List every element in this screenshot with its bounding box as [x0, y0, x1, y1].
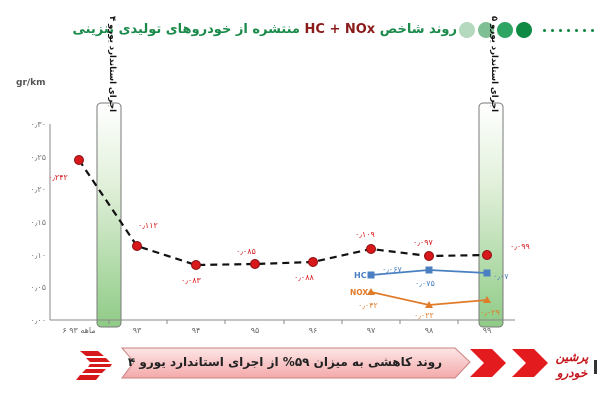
svg-text:۰٫۰۲۹: ۰٫۰۲۹ [480, 308, 500, 317]
euro4-band [96, 102, 122, 328]
svg-text:۰٫۰۵: ۰٫۰۵ [31, 283, 47, 292]
x-axis [50, 319, 515, 324]
dot-icon [516, 22, 532, 38]
svg-text:۰٫۰۸۳: ۰٫۰۸۳ [181, 276, 201, 285]
svg-text:۰٫۰۸۸: ۰٫۰۸۸ [294, 273, 314, 282]
persian-khodro-logo: پرشین خودرو [555, 350, 597, 381]
svg-text:۰٫۰۹۷: ۰٫۰۹۷ [413, 238, 433, 247]
nox-value-labels: ۰٫۰۴۲ ۰٫۰۲۲ ۰٫۰۲۹ [358, 301, 500, 320]
svg-text:۹۶: ۹۶ [309, 326, 318, 335]
svg-text:خودرو: خودرو [555, 366, 588, 381]
svg-text:۰٫۳۰: ۰٫۳۰ [31, 120, 47, 129]
hc-markers [367, 266, 491, 279]
nox-legend-label: NOX [350, 288, 368, 297]
hcnox-line [78, 159, 488, 267]
striped-chevron-icon [76, 351, 112, 380]
summary-banner-text: روند کاهشی به میزان ۵۹% از اجرای استاندا… [127, 355, 443, 369]
hc-legend-label: HC [354, 271, 367, 280]
dot-icon [497, 22, 513, 38]
svg-text:پرشین: پرشین [556, 350, 589, 365]
svg-text:۰٫۰۹۹: ۰٫۰۹۹ [510, 242, 530, 251]
dot-icon [478, 22, 494, 38]
svg-text:۶ ماهه ۹۳: ۶ ماهه ۹۳ [62, 326, 95, 335]
hc-value-labels: ۰٫۰۶۷ ۰٫۰۷۵ ۰٫۰۷ [382, 265, 509, 288]
svg-text:۹۳: ۹۳ [133, 326, 142, 335]
svg-text:۰٫۱۱۲: ۰٫۱۱۲ [138, 221, 158, 230]
title-prefix: روند شاخص [379, 22, 457, 37]
euro4-label: اجرای استاندارد یورو ۴ [107, 16, 117, 112]
svg-text:۹۹: ۹۹ [483, 326, 492, 335]
svg-text:۰٫۲۰: ۰٫۲۰ [31, 185, 47, 194]
svg-text:۰٫۰۷: ۰٫۰۷ [493, 272, 509, 281]
svg-text:۰٫۰۷۵: ۰٫۰۷۵ [415, 279, 435, 288]
svg-text:۹۴: ۹۴ [192, 326, 201, 335]
x-tick-labels: ۶ ماهه ۹۳ ۹۳ ۹۴ ۹۵ ۹۶ ۹۷ ۹۸ ۹۹ [62, 326, 491, 335]
summary-banner [120, 347, 471, 379]
y-axis-unit: gr/km [16, 78, 46, 88]
y-tick-labels: ۰٫۳۰ ۰٫۲۵ ۰٫۲۰ ۰٫۱۵ ۰٫۱۰ ۰٫۰۵ ۰٫۰۰ [31, 120, 47, 325]
svg-text:۰٫۱۵: ۰٫۱۵ [31, 218, 47, 227]
svg-text:۹۵: ۹۵ [251, 326, 260, 335]
euro5-band [478, 102, 504, 328]
dot-icon [459, 22, 475, 38]
svg-text:۰٫۱۰: ۰٫۱۰ [31, 251, 47, 260]
decorative-dots [459, 22, 594, 38]
svg-text:۰٫۰۴۲: ۰٫۰۴۲ [358, 301, 378, 310]
svg-text:۰٫۱۰۹: ۰٫۱۰۹ [355, 230, 375, 239]
svg-text:۹۷: ۹۷ [367, 326, 376, 335]
svg-text:۰٫۰۰: ۰٫۰۰ [31, 316, 47, 325]
title-suffix: منتشره از خودروهای تولیدی بنزینی [72, 22, 300, 37]
red-chevrons-icon [470, 349, 548, 377]
svg-text:۰٫۲۵: ۰٫۲۵ [31, 153, 47, 162]
svg-text:۹۸: ۹۸ [425, 326, 434, 335]
nox-markers [367, 288, 491, 308]
page-title: روند شاخص HC + NOx منتشره از خودروهای تو… [72, 22, 457, 37]
hcnox-markers [74, 155, 492, 270]
svg-text:۰٫۰۲۲: ۰٫۰۲۲ [414, 311, 434, 320]
title-highlight: HC + NOx [304, 22, 376, 37]
svg-text:۰٫۰۶۷: ۰٫۰۶۷ [382, 265, 402, 274]
dotted-line [538, 28, 594, 32]
svg-text:۰٫۲۴۲: ۰٫۲۴۲ [48, 173, 68, 182]
svg-text:۰٫۰۸۵: ۰٫۰۸۵ [236, 247, 256, 256]
euro5-label: اجرای استاندارد یورو ۵ [489, 16, 499, 112]
hcnox-value-labels: ۰٫۲۴۲ ۰٫۱۱۲ ۰٫۰۸۳ ۰٫۰۸۵ ۰٫۰۸۸ ۰٫۱۰۹ ۰٫۰۹… [48, 173, 530, 285]
header: روند شاخص HC + NOx منتشره از خودروهای تو… [0, 20, 600, 44]
